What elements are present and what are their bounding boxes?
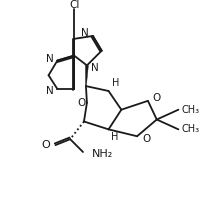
Text: H: H	[110, 132, 118, 142]
Text: CH₃: CH₃	[181, 105, 198, 115]
Text: O: O	[152, 93, 160, 103]
Text: Cl: Cl	[69, 0, 79, 10]
Text: O: O	[76, 98, 85, 108]
Text: O: O	[42, 140, 50, 150]
Text: N: N	[45, 86, 53, 96]
Text: O: O	[141, 134, 150, 144]
Text: NH₂: NH₂	[91, 149, 113, 159]
Text: N: N	[81, 28, 89, 38]
Text: N: N	[90, 63, 98, 73]
Polygon shape	[85, 65, 88, 86]
Text: CH₃: CH₃	[181, 124, 198, 134]
Text: H: H	[111, 78, 119, 88]
Text: N: N	[45, 54, 53, 64]
